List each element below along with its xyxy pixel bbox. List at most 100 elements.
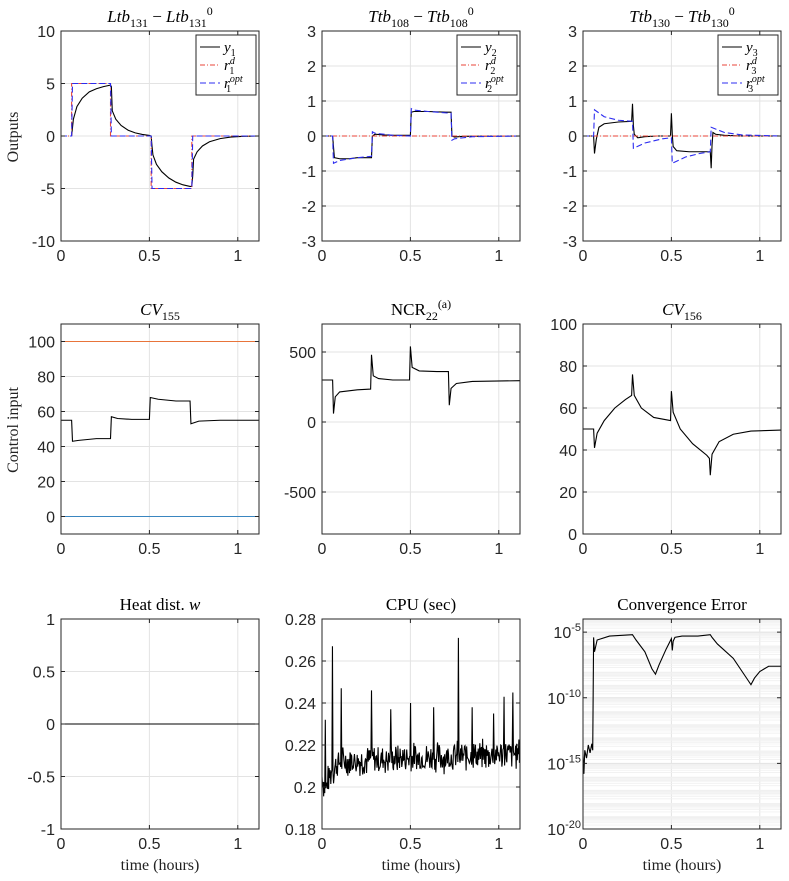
y-tick-label: 1 [307,94,316,111]
x-tick-label: 1 [755,836,764,853]
y-tick-label: 0 [46,129,55,146]
y-tick-label: 500 [289,345,316,362]
y-tick-label: -500 [284,485,316,502]
x-tick-label: 1 [494,541,503,558]
chart-title: Ttb130 − Ttb1300 [629,4,734,30]
y-tick-label: 10-5 [553,622,581,642]
y-tick-label: 0 [568,129,577,146]
series-line-cv156 [583,374,781,476]
legend-label: ropt 3 [746,74,765,95]
legend-box [456,34,518,96]
chart-panel-p22: 0 0.5 1 -500 0 500 NCR22(a) [284,297,521,558]
y-tick-label: 60 [559,401,577,418]
legend-box [717,34,779,96]
y-tick-label: 0.18 [285,822,316,839]
y-tick-label: 10-20 [547,819,581,839]
chart-panel-p21: 0 0.5 1 0 20 40 60 80 100 CV155 [28,300,260,558]
y-tick-label: 0 [307,129,316,146]
x-tick-label: 0.5 [660,541,682,558]
legend-label: y1 [222,40,236,59]
y-tick-label: 10-15 [547,753,581,773]
chart-title: Convergence Error [617,595,747,614]
x-axis-label-col1: time (hours) [121,857,200,874]
legend-box [195,34,257,96]
plot-area [61,324,259,534]
chart-title: CV156 [662,300,702,323]
y-tick-label: 80 [559,359,577,376]
y-tick-label: 0.5 [33,665,55,682]
y-tick-label: 20 [37,475,55,492]
y-tick-label: -2 [563,199,577,216]
chart-panel-p33: 0 0.5 1 10-20 10-15 10-10 10-5 Convergence Erro… [547,595,782,853]
series-group [583,324,781,534]
series-group [322,346,520,414]
chart-panel-p31: 0 0.5 1 -1 -0.5 0 0.5 1 Heat dist. w [27,595,260,853]
series-group [61,340,259,518]
plot-area [583,324,781,534]
x-axis-label-col2: time (hours) [382,857,461,874]
chart-title: CPU (sec) [386,595,456,614]
y-tick-label: 40 [559,443,577,460]
x-tick-label: 0 [57,541,66,558]
x-tick-label: 0 [579,248,588,265]
y-tick-label: 100 [28,335,55,352]
axes-box [582,618,782,830]
y-tick-label: 10-10 [547,688,581,708]
x-axis-label-col3: time (hours) [643,857,722,874]
chart-title: Ttb108 − Ttb1080 [368,4,473,30]
x-tick-label: 0.5 [138,836,160,853]
x-tick-label: 1 [233,248,242,265]
series-line-r3opt [583,108,781,165]
legend-label: rd 3 [746,56,758,77]
y-tick-label: -10 [32,234,55,251]
plot-area [322,324,520,534]
legend-label: y3 [744,40,758,59]
y-tick-label: 100 [550,317,577,334]
x-tick-label: 1 [494,248,503,265]
y-tick-label: 60 [37,405,55,422]
series-group [583,103,781,169]
y-tick-label: 1 [46,612,55,629]
x-tick-label: 0 [579,836,588,853]
x-tick-label: 0 [318,248,327,265]
x-tick-label: 1 [494,836,503,853]
series-line-cpu [322,637,520,797]
x-tick-label: 0.5 [660,248,682,265]
y-tick-label: 0 [568,527,577,544]
chart-title: CV155 [140,300,180,323]
y-tick-label: 0.2 [294,780,316,797]
legend-label: ropt 1 [224,74,243,95]
x-tick-label: 0 [57,248,66,265]
y-axis-label-control-input: Control input [5,387,22,473]
chart-panel-p23: 0 0.5 1 0 20 40 60 80 100 CV156 [550,300,782,558]
y-tick-label: -3 [302,234,316,251]
y-tick-label: 0.24 [285,696,316,713]
x-tick-label: 0 [579,541,588,558]
chart-panel-p32: 0 0.5 1 0.18 0.2 0.22 0.24 0.26 0.28 CPU (sec) [285,595,521,853]
axes-box [582,323,782,535]
y-tick-label: 3 [568,24,577,41]
chart-title: NCR22(a) [391,297,451,323]
y-tick-label: -1 [563,164,577,181]
series-line-y1 [71,84,259,187]
y-tick-label: 0 [46,717,55,734]
y-tick-label: 10 [37,24,55,41]
chart-title: Heat dist. w [120,595,201,614]
y-tick-label: 3 [307,24,316,41]
y-tick-label: 40 [37,440,55,457]
y-tick-label: 0.22 [285,738,316,755]
y-tick-label: 80 [37,370,55,387]
series-line-ncr22 [322,346,520,414]
series-line-error [583,634,781,774]
x-tick-label: 0.5 [660,836,682,853]
legend-label: rd 1 [224,56,236,77]
y-tick-label: 2 [568,59,577,76]
x-tick-label: 0.5 [399,836,421,853]
axes-box [321,618,521,830]
series-group [583,634,781,774]
x-tick-label: 0 [318,541,327,558]
